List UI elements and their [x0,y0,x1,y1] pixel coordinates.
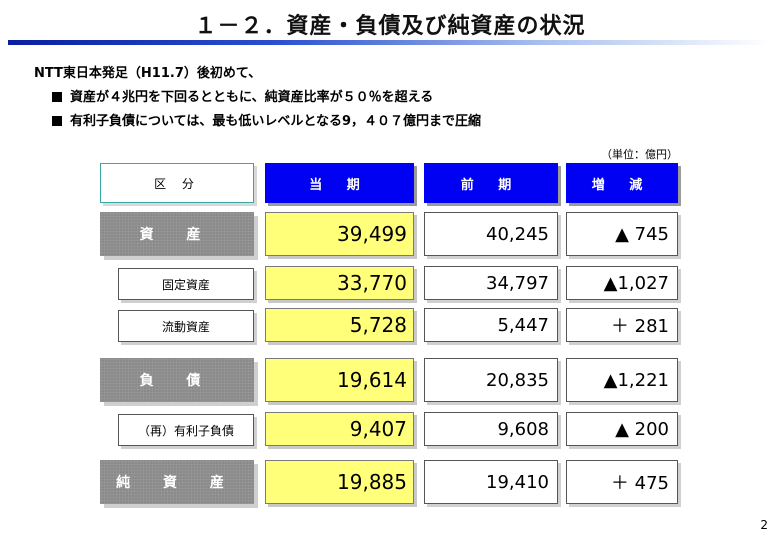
intro-text: NTT東日本発足（H11.7）後初めて、 [34,66,262,81]
square-bullet-icon [52,92,62,102]
net-assets-previous: 19,410 [424,460,558,504]
bullet-text: 有利子負債については、最も低いレベルとなる9，４０７億円まで圧縮 [70,114,482,129]
current-assets-change: ＋ 281 [566,308,678,342]
debt-current: 9,407 [265,412,414,446]
fixed-assets-previous: 34,797 [424,266,558,300]
row-label-interest-bearing-debt: （再）有利子負債 [118,414,254,446]
fixed-assets-change: ▲1,027 [566,266,678,300]
page-title: １－２．資産・負債及び純資産の状況 [194,14,586,39]
bullet-item: 資産が４兆円を下回るとともに、純資産比率が５０％を超える [52,86,433,105]
liabilities-change: ▲1,221 [566,358,678,402]
square-bullet-icon [52,116,62,126]
row-label-current-assets: 流動資産 [118,310,254,342]
header-current: 当 期 [265,163,414,203]
title-underline [8,40,772,45]
liabilities-current: 19,614 [265,358,414,402]
assets-current: 39,499 [265,212,414,256]
row-label-assets: 資 産 [100,212,254,256]
row-label-fixed-assets: 固定資産 [118,268,254,300]
net-assets-current: 19,885 [265,460,414,504]
unit-label: （単位：億円） [601,148,678,161]
current-assets-previous: 5,447 [424,308,558,342]
current-assets-current: 5,728 [265,308,414,342]
bullet-text: 資産が４兆円を下回るとともに、純資産比率が５０％を超える [70,90,434,105]
assets-previous: 40,245 [424,212,558,256]
page-number: 2 [760,518,768,532]
row-label-net-assets: 純 資 産 [100,460,254,504]
liabilities-previous: 20,835 [424,358,558,402]
header-category: 区 分 [100,163,254,203]
assets-change: ▲ 745 [566,212,678,256]
header-change: 増 減 [566,163,678,203]
debt-change: ▲ 200 [566,412,678,446]
fixed-assets-current: 33,770 [265,266,414,300]
header-previous: 前 期 [424,163,558,203]
row-label-liabilities: 負 債 [100,358,254,402]
net-assets-change: ＋ 475 [566,460,678,504]
bullet-item: 有利子負債については、最も低いレベルとなる9，４０７億円まで圧縮 [52,110,481,129]
debt-previous: 9,608 [424,412,558,446]
